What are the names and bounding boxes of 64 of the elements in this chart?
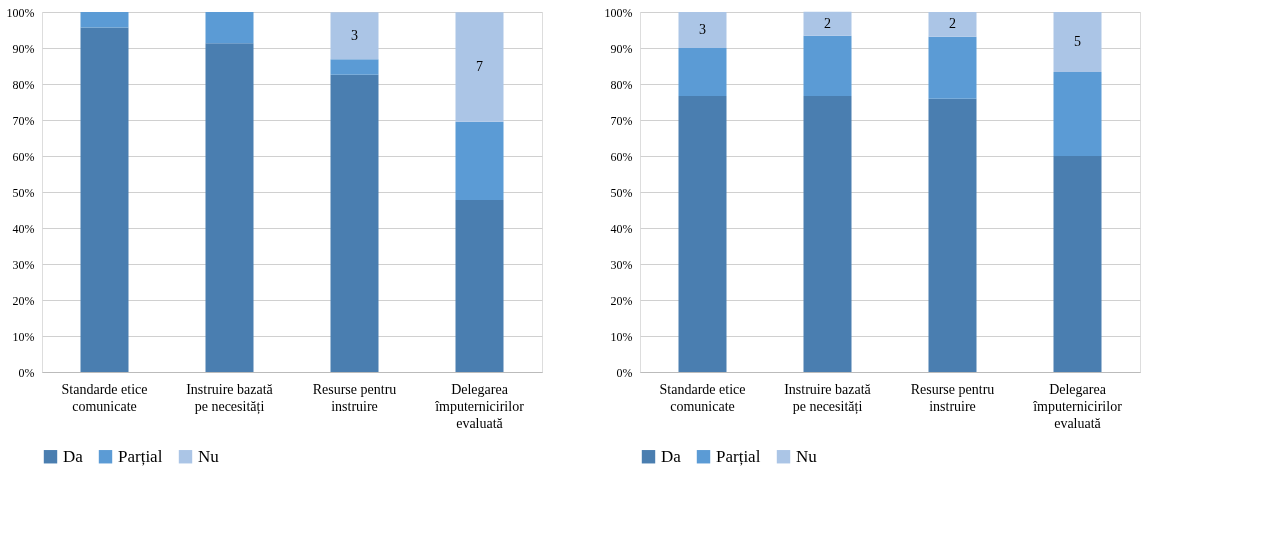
y-tick-label: 0% [18,365,35,380]
annotation: 3 [699,22,706,37]
bar [678,48,727,96]
y-tick-label: 70% [610,113,633,128]
x-tick-label: Delegarea împuternicirilor evaluată [1032,381,1123,431]
y-tick-label: 50% [12,185,35,200]
y-tick-label: 50% [610,185,633,200]
x-tick-label: Resurse pentru instruire [910,381,995,414]
bar [455,121,504,200]
bar [1053,12,1102,73]
y-tick-label: 40% [12,221,35,236]
bar [928,98,977,372]
legend-label: Da [661,446,682,466]
bar [928,36,977,99]
y-tick-label: 10% [12,329,35,344]
legend-label: Nu [198,446,220,466]
bar [803,35,852,96]
bar [330,74,379,372]
y-tick-label: 90% [610,41,633,56]
x-tick-label: Delegarea împuternicirilor evaluată [434,381,525,431]
annotation: 3 [351,27,358,43]
bar [205,43,254,372]
y-tick-label: 60% [12,149,35,164]
bar [803,95,852,372]
y-tick-label: 80% [12,77,35,92]
legend-label: Parțial [716,446,761,466]
annotation: 7 [476,59,483,75]
bar [455,12,504,122]
bar [678,12,727,48]
bar [803,11,852,36]
x-tick-label: Standarde etice comunicate [61,381,148,414]
y-tick-label: 70% [12,113,35,128]
y-tick-label: 10% [610,329,633,344]
bar [330,12,379,60]
y-tick-label: 30% [610,257,633,272]
annotation: 5 [1074,34,1081,50]
y-tick-label: 60% [610,149,633,164]
y-tick-label: 80% [610,77,633,92]
x-tick-label: Instruire bazată pe necesități [784,381,872,415]
y-tick-label: 30% [12,257,35,272]
y-tick-label: 90% [12,41,35,56]
y-tick-label: 0% [616,365,633,380]
x-tick-label: Standarde etice comunicate [659,381,746,414]
legend-label: Nu [796,446,818,466]
y-tick-label: 20% [12,293,35,308]
bar [678,95,727,372]
annotation: 2 [824,15,831,31]
bar [80,12,129,28]
bar [80,27,129,372]
bar [455,199,504,372]
bar [205,12,254,44]
y-tick-label: 20% [610,293,633,308]
x-tick-label: Instruire bazată pe necesități [186,381,274,415]
legend-label: Parțial [118,446,163,466]
legend-label: Da [63,446,84,466]
y-tick-label: 100% [604,5,633,20]
y-tick-label: 100% [6,5,35,20]
y-tick-label: 40% [610,221,633,236]
x-tick-label: Resurse pentru instruire [312,381,397,414]
bar [928,12,977,37]
bar [1053,72,1102,156]
bar [1053,156,1102,372]
annotation: 2 [949,16,956,32]
bar [330,59,379,75]
